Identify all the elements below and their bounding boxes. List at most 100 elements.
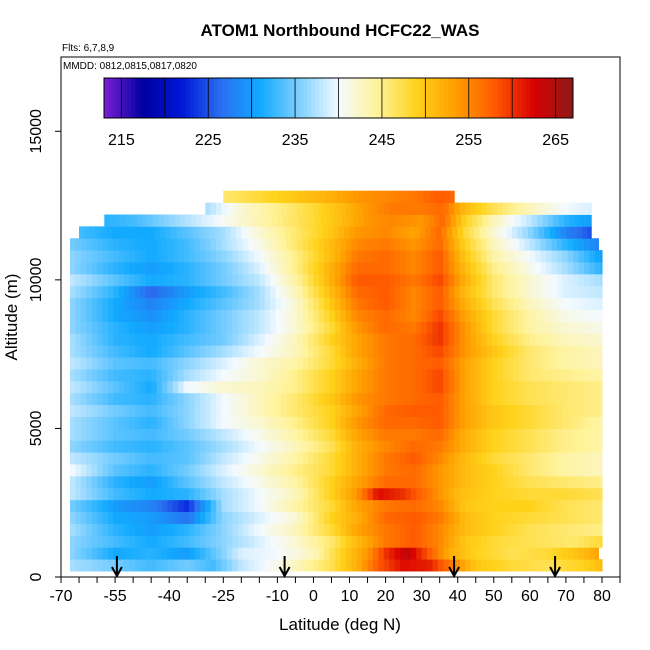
- heat-cell: [226, 321, 233, 334]
- heat-cell: [358, 190, 365, 203]
- heat-cell: [313, 309, 320, 322]
- heat-cell: [270, 202, 277, 215]
- heat-cell: [288, 190, 295, 203]
- heat-cell: [499, 214, 506, 227]
- y-axis-label: Altitude (m): [2, 274, 21, 361]
- heat-cell: [264, 404, 271, 417]
- heat-cell: [362, 273, 369, 287]
- heat-cell: [237, 440, 244, 453]
- colorbar-segment: [549, 78, 554, 118]
- heat-cell: [524, 380, 531, 394]
- colorbar-segment: [311, 78, 316, 118]
- heat-cell: [481, 297, 488, 310]
- heat-cell: [280, 309, 287, 322]
- heat-cell: [394, 297, 401, 310]
- heat-cell: [519, 547, 526, 560]
- heat-cell: [140, 297, 147, 310]
- heat-cell: [448, 464, 455, 477]
- heat-cell: [210, 464, 217, 477]
- heat-cell: [389, 238, 396, 251]
- heat-cell: [427, 475, 434, 489]
- heat-cell: [302, 250, 309, 263]
- heat-cell: [410, 440, 417, 453]
- heat-cell: [470, 523, 477, 536]
- heat-cell: [578, 511, 585, 524]
- heat-cell: [502, 357, 509, 370]
- heat-cell: [573, 404, 580, 417]
- heat-cell: [427, 321, 434, 334]
- heat-cell: [436, 226, 443, 239]
- heat-cell: [546, 404, 553, 417]
- heat-cell: [459, 392, 466, 406]
- heat-cell: [336, 190, 343, 203]
- heat-cell: [427, 428, 434, 441]
- heat-cell: [394, 309, 401, 322]
- heat-cell: [578, 262, 585, 275]
- heat-cell: [237, 464, 244, 477]
- colorbar-segment: [127, 78, 132, 118]
- heat-cell: [540, 428, 547, 441]
- heat-cell: [118, 511, 125, 524]
- heat-cell: [345, 547, 352, 560]
- colorbar-segment: [146, 78, 152, 118]
- heat-cell: [383, 202, 390, 215]
- heat-cell: [394, 452, 401, 465]
- heat-cell: [594, 321, 601, 334]
- heat-cell: [475, 392, 482, 406]
- heat-cell: [551, 499, 558, 513]
- heat-cell: [546, 559, 553, 572]
- heat-cell: [335, 487, 342, 501]
- heat-cell: [519, 404, 526, 417]
- heat-cell: [475, 487, 482, 501]
- heat-cell: [291, 547, 298, 560]
- heat-cell: [540, 523, 547, 536]
- heat-cell: [221, 285, 228, 299]
- heat-cell: [207, 214, 214, 227]
- heat-cell: [508, 428, 515, 441]
- heat-cell: [372, 452, 379, 465]
- heat-cell: [243, 499, 250, 513]
- heat-cell: [140, 380, 147, 394]
- heat-cell: [475, 404, 482, 417]
- heat-cell: [356, 547, 363, 560]
- heat-cell: [367, 321, 374, 334]
- heat-cell: [556, 547, 563, 560]
- heat-cell: [145, 369, 152, 382]
- heat-cell: [383, 262, 390, 275]
- colorbar-segment: [420, 78, 425, 118]
- heat-cell: [535, 404, 542, 417]
- heat-cell: [573, 262, 580, 275]
- heat-cell: [351, 285, 358, 299]
- colorbar-segment: [268, 78, 273, 118]
- colorbar-segment: [377, 78, 382, 118]
- heat-cell: [351, 416, 358, 429]
- heat-cell: [578, 238, 585, 251]
- heat-cell: [70, 285, 77, 299]
- heat-cell: [70, 309, 77, 322]
- heat-cell: [470, 392, 477, 406]
- heat-cell: [381, 226, 388, 239]
- heat-cell: [372, 262, 379, 275]
- heat-cell: [335, 321, 342, 334]
- heat-cell: [565, 226, 572, 239]
- colorbar-segment: [545, 78, 551, 118]
- heat-cell: [70, 380, 77, 394]
- heat-cell: [140, 511, 147, 524]
- heat-cell: [502, 321, 509, 334]
- heat-cell: [216, 250, 223, 263]
- heat-cell: [529, 285, 536, 299]
- heat-cell: [475, 559, 482, 572]
- heat-cell: [421, 452, 428, 465]
- heat-cell: [91, 392, 98, 406]
- heat-cell: [524, 464, 531, 477]
- heat-cell: [156, 309, 163, 322]
- heat-cell: [226, 380, 233, 394]
- heat-cell: [102, 404, 109, 417]
- heat-cell: [107, 452, 114, 465]
- heat-cell: [369, 190, 376, 203]
- heat-cell: [113, 464, 120, 477]
- heat-cell: [91, 369, 98, 382]
- heat-cell: [199, 238, 206, 251]
- heat-cell: [394, 499, 401, 513]
- heat-cell: [107, 297, 114, 310]
